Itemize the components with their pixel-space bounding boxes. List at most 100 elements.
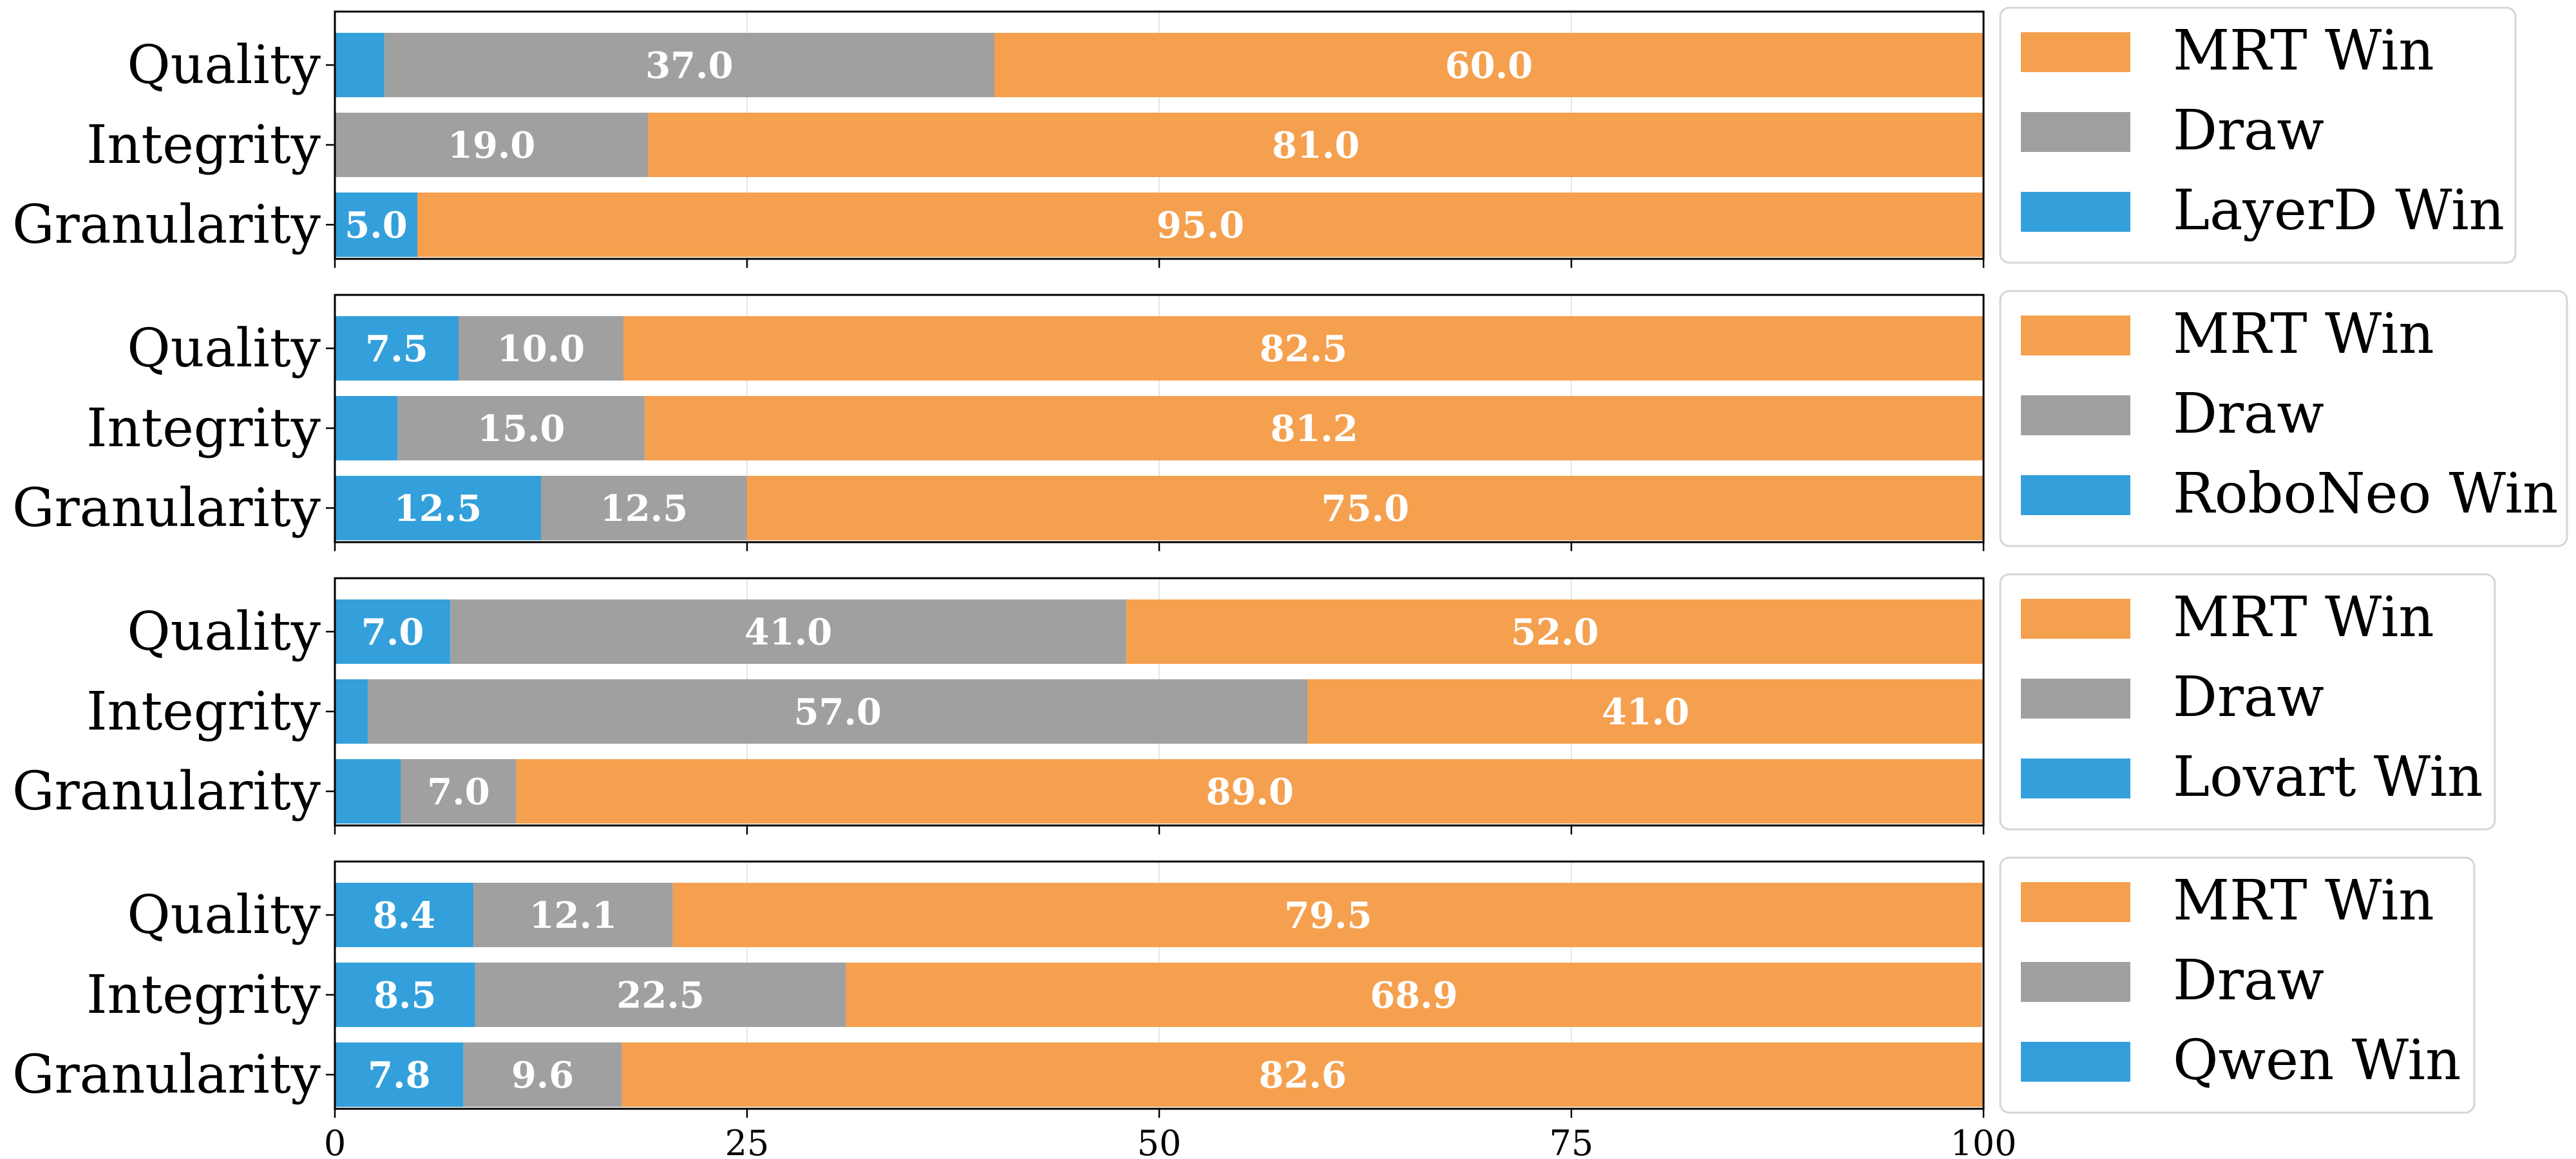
legend-label: MRT Win — [2173, 585, 2434, 650]
data-label: 7.5 — [365, 328, 428, 370]
bar-mrt-win — [648, 113, 1984, 177]
bar-qwen-win — [335, 1042, 464, 1107]
legend-label: Draw — [2173, 948, 2324, 1013]
data-label: 22.5 — [616, 974, 704, 1017]
bar-draw — [463, 1042, 622, 1107]
data-label: 68.9 — [1370, 974, 1457, 1017]
bar-roboneo-win — [335, 316, 459, 381]
legend-label: Draw — [2173, 99, 2324, 163]
data-label: 89.0 — [1206, 771, 1294, 813]
legend-swatch — [2021, 1042, 2130, 1082]
legend-label: LayerD Win — [2173, 178, 2505, 243]
legend-swatch — [2021, 395, 2130, 435]
bar-mrt-win — [747, 476, 1984, 540]
panel-4: 8.4 12.1 79.5 Quality 8.5 22.5 68.9 Integrity 7.… — [12, 856, 2476, 1118]
bar-draw — [473, 883, 673, 947]
category-label: Integrity — [86, 115, 321, 176]
data-label: 7.0 — [427, 771, 489, 813]
legend-swatch — [2021, 32, 2130, 72]
category-label: Granularity — [12, 194, 321, 256]
legend: MRT Win Draw Lovart Win — [1999, 573, 2496, 831]
bar-draw — [541, 476, 747, 540]
data-label: 9.6 — [511, 1054, 574, 1097]
data-label: 79.5 — [1284, 894, 1372, 937]
legend-swatch — [2021, 112, 2130, 152]
x-tick-label: 50 — [1137, 1123, 1182, 1159]
legend-label: Qwen Win — [2173, 1028, 2461, 1093]
category-label: Granularity — [12, 478, 321, 539]
data-label: 7.8 — [368, 1054, 430, 1097]
legend-label: RoboNeo Win — [2173, 462, 2558, 526]
category-label: Quality — [127, 318, 321, 379]
bar-mrt-win — [516, 759, 1984, 824]
legend: MRT Win Draw RoboNeo Win — [1999, 290, 2568, 547]
panel-1: 37.0 60.0 Quality 19.0 81.0 Integrity 5.0 95.0 G… — [12, 6, 2517, 268]
legend-label: MRT Win — [2173, 869, 2434, 933]
bar-layerd-win — [335, 193, 417, 257]
bar-mrt-win — [846, 963, 1982, 1027]
data-label: 12.1 — [529, 894, 617, 937]
bar-lovart-win — [335, 599, 451, 664]
legend-label: Lovart Win — [2173, 745, 2483, 809]
bar-mrt-win — [1126, 599, 1984, 664]
legend-swatch — [2021, 475, 2130, 515]
data-label: 81.2 — [1270, 408, 1358, 450]
legend-swatch — [2021, 882, 2130, 922]
data-label: 41.0 — [1602, 691, 1689, 733]
bar-qwen-win — [335, 963, 475, 1027]
data-label: 52.0 — [1511, 611, 1598, 654]
legend-box — [1999, 290, 2568, 547]
legend-swatch — [2021, 759, 2130, 798]
panel-2: 7.5 10.0 82.5 Quality 15.0 81.2 Integrity 12.5 1… — [12, 290, 2568, 551]
legend-swatch — [2021, 316, 2130, 355]
data-label: 8.5 — [374, 974, 436, 1017]
bar-draw — [335, 113, 649, 177]
bar-draw — [397, 396, 645, 460]
bar-qwen-win — [335, 883, 474, 947]
legend-swatch — [2021, 679, 2130, 719]
data-label: 10.0 — [497, 328, 585, 370]
legend-swatch — [2021, 192, 2130, 232]
bar-draw — [401, 759, 516, 824]
data-label: 60.0 — [1445, 44, 1533, 87]
legend-label: Draw — [2173, 665, 2324, 730]
bar-lovart-win — [335, 759, 401, 824]
bar-mrt-win — [621, 1042, 1984, 1107]
bar-layerd-win — [335, 33, 384, 97]
legend-label: Draw — [2173, 382, 2324, 446]
bar-roboneo-win — [335, 396, 398, 460]
data-label: 81.0 — [1272, 124, 1359, 167]
bar-mrt-win — [417, 193, 1984, 257]
category-label: Quality — [127, 885, 321, 946]
legend: MRT Win Draw LayerD Win — [1999, 6, 2517, 264]
legend-swatch — [2021, 962, 2130, 1002]
x-tick-label: 25 — [725, 1123, 770, 1159]
x-tick-label: 75 — [1549, 1123, 1594, 1159]
data-label: 82.5 — [1260, 328, 1347, 370]
legend-label: MRT Win — [2173, 19, 2434, 83]
data-label: 75.0 — [1321, 487, 1409, 530]
bar-draw — [459, 316, 623, 381]
data-label: 5.0 — [345, 204, 407, 247]
bar-mrt-win — [1307, 679, 1984, 744]
bar-lovart-win — [335, 679, 368, 744]
category-label: Granularity — [12, 1044, 321, 1106]
data-label: 41.0 — [744, 611, 832, 654]
data-label: 12.5 — [600, 487, 688, 530]
data-label: 7.0 — [361, 611, 424, 654]
bar-mrt-win — [645, 396, 1984, 460]
bar-draw — [450, 599, 1126, 664]
data-label: 19.0 — [448, 124, 535, 167]
legend-swatch — [2021, 599, 2130, 639]
bar-mrt-win — [994, 33, 1984, 97]
bar-roboneo-win — [335, 476, 541, 540]
bar-mrt-win — [672, 883, 1984, 947]
data-label: 82.6 — [1259, 1054, 1347, 1097]
category-label: Integrity — [86, 965, 321, 1026]
data-label: 12.5 — [394, 487, 482, 530]
category-label: Quality — [127, 35, 321, 96]
legend: MRT Win Draw Qwen Win — [1999, 856, 2476, 1114]
category-label: Granularity — [12, 761, 321, 822]
